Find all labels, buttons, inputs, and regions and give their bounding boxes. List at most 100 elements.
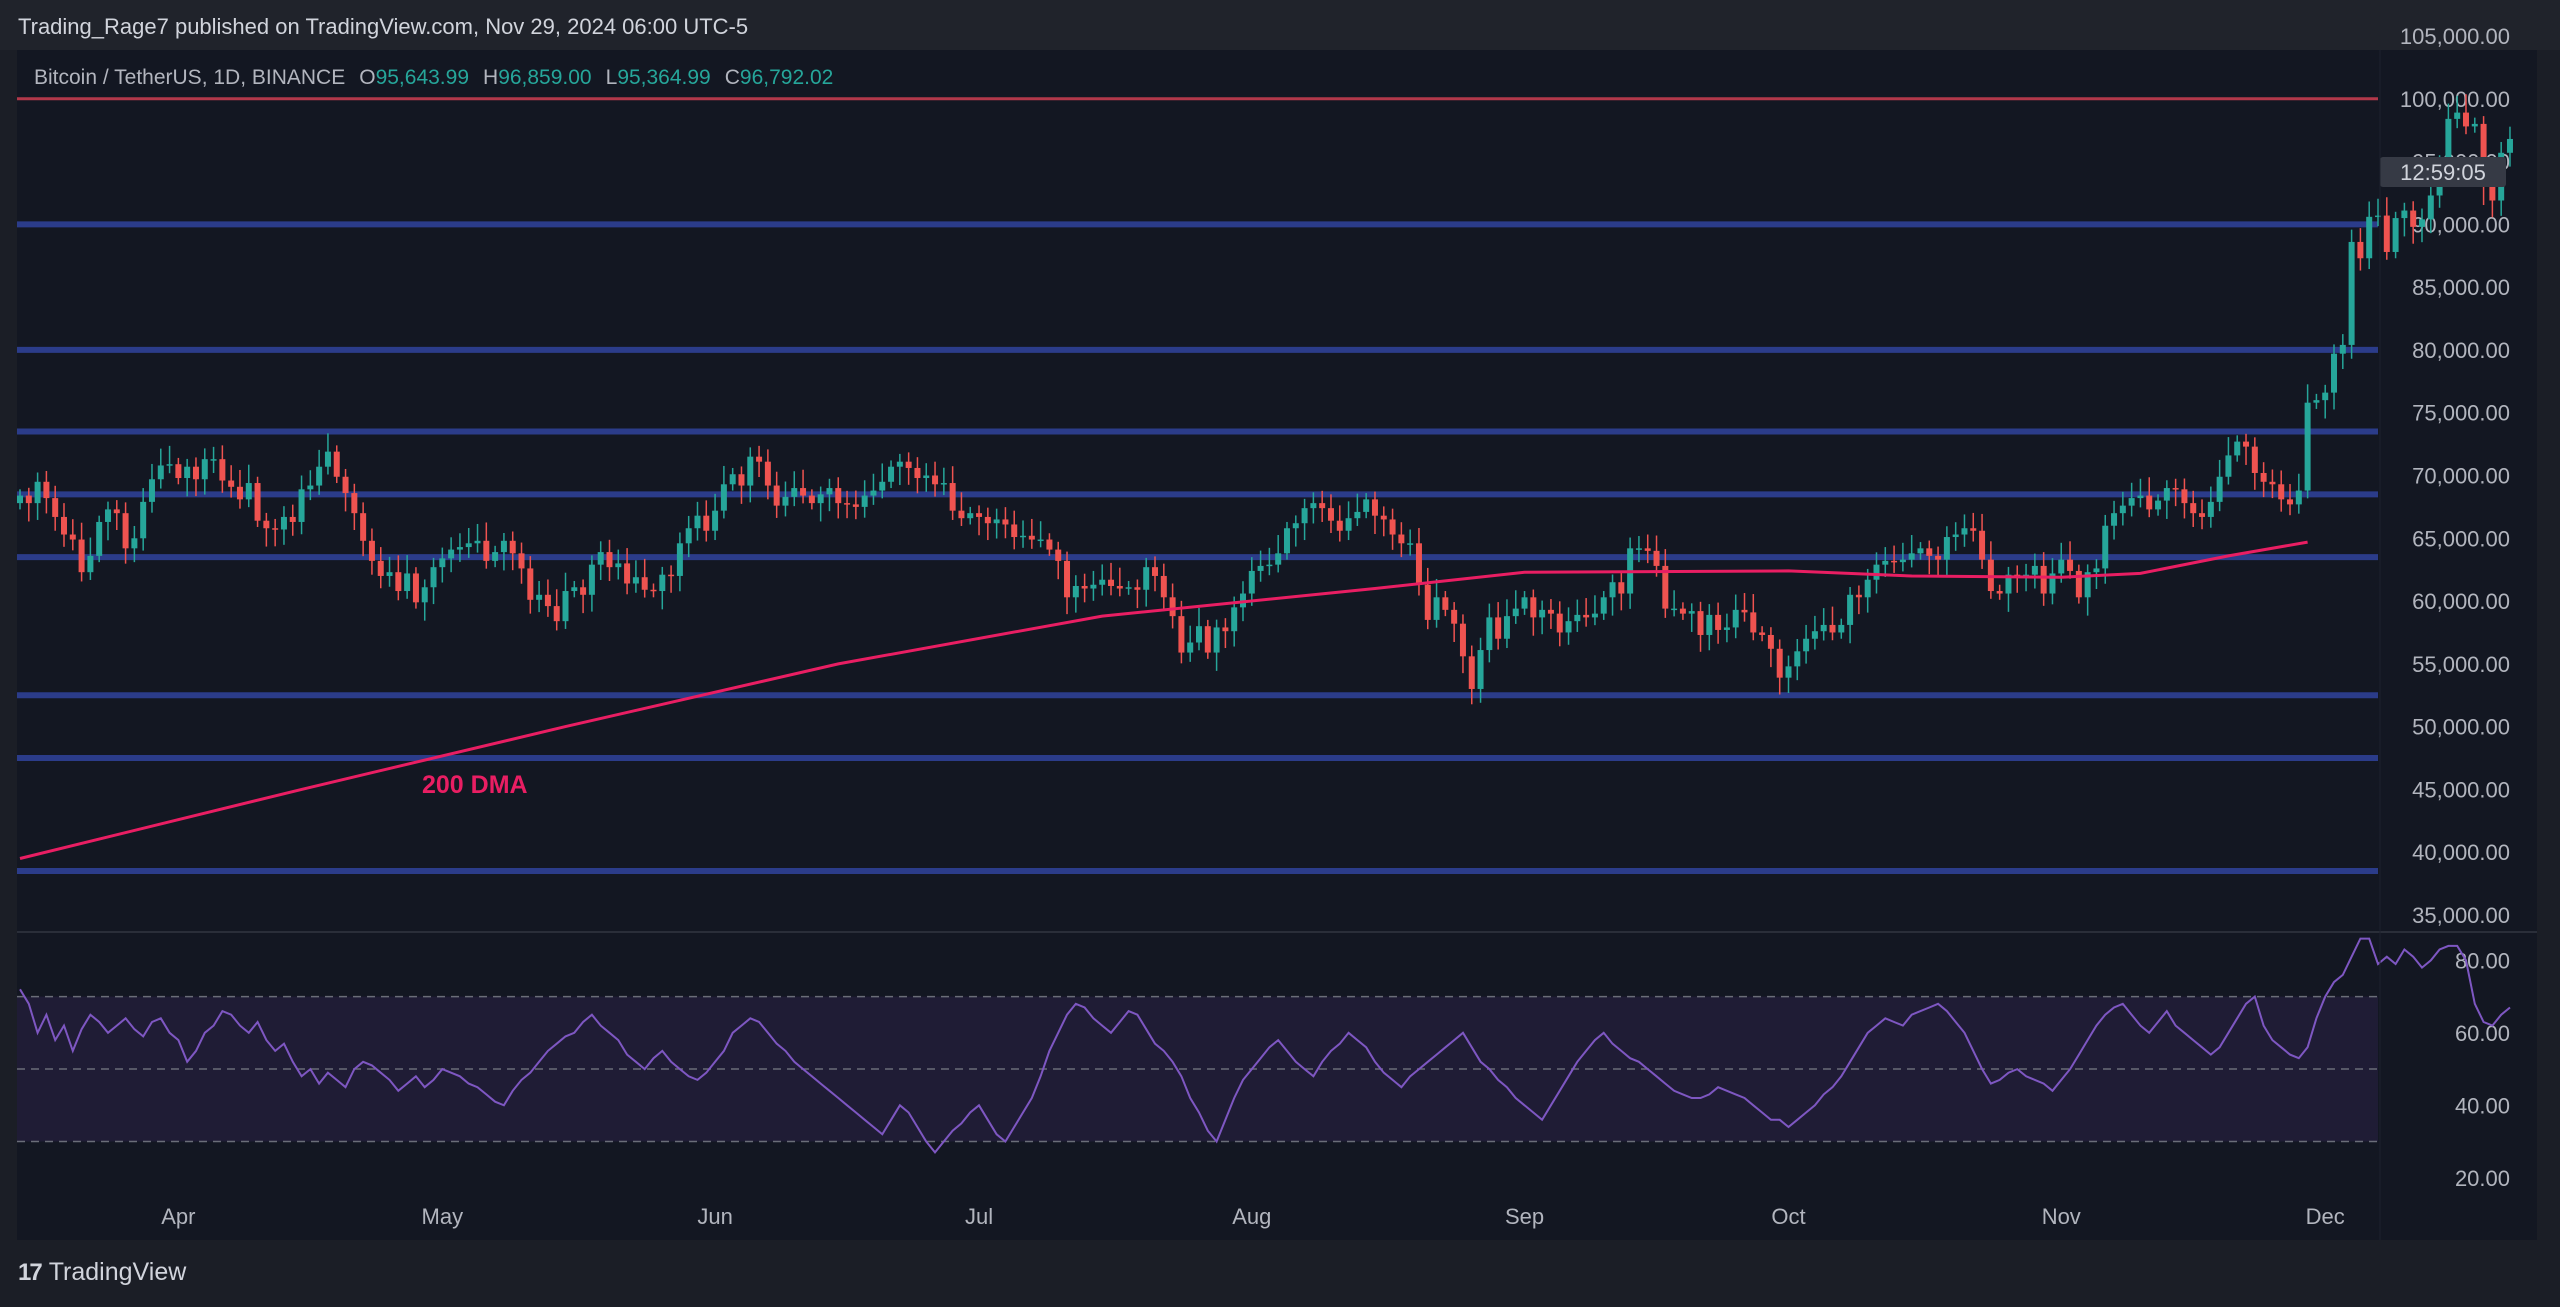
candle-body bbox=[1943, 537, 1950, 560]
candle-body bbox=[1741, 609, 1748, 613]
candle-body bbox=[773, 485, 780, 506]
candle-body bbox=[25, 495, 32, 504]
high-value: 96,859.00 bbox=[498, 66, 592, 89]
candle-body bbox=[175, 464, 182, 479]
candle-body bbox=[1882, 560, 1889, 565]
candle-body bbox=[1442, 597, 1449, 610]
open-value: 95,643.99 bbox=[375, 66, 470, 89]
candle-body bbox=[738, 474, 745, 486]
candle-body bbox=[1011, 524, 1018, 538]
price-tick-label: 55,000.00 bbox=[2412, 652, 2510, 677]
countdown-badge: 12:59:05 bbox=[2380, 157, 2506, 187]
candle-body bbox=[2489, 186, 2496, 201]
candle-body bbox=[1415, 543, 1422, 585]
candle-body bbox=[2278, 484, 2285, 500]
candle-body bbox=[1591, 613, 1598, 618]
candle-body bbox=[606, 552, 613, 568]
candle-body bbox=[2418, 219, 2425, 227]
candle-body bbox=[1820, 624, 1827, 632]
time-tick-label: Jun bbox=[697, 1204, 732, 1229]
candle-body bbox=[2427, 195, 2434, 220]
candle-body bbox=[289, 516, 296, 522]
candle-body bbox=[439, 558, 446, 568]
candle-body bbox=[615, 563, 622, 568]
candle-body bbox=[1803, 638, 1810, 652]
candle-body bbox=[2445, 118, 2452, 170]
candle-body bbox=[104, 509, 111, 522]
candle-body bbox=[2348, 241, 2355, 345]
candle-body bbox=[1363, 499, 1370, 512]
candle-body bbox=[483, 540, 490, 561]
candle-body bbox=[2401, 210, 2408, 219]
candle-body bbox=[245, 483, 252, 500]
candle-body bbox=[852, 504, 859, 507]
candle-body bbox=[2454, 112, 2461, 119]
candle-body bbox=[272, 528, 279, 530]
candle-body bbox=[1037, 539, 1044, 542]
candle-body bbox=[500, 540, 507, 553]
candle-body bbox=[782, 496, 789, 506]
candle-body bbox=[368, 540, 375, 561]
candle-body bbox=[632, 577, 639, 584]
candle-body bbox=[2084, 572, 2091, 598]
candle-body bbox=[1081, 586, 1088, 589]
candle-body bbox=[527, 568, 534, 600]
candle-body bbox=[1099, 579, 1106, 585]
candle-body bbox=[166, 464, 173, 466]
candle-body bbox=[2251, 446, 2258, 473]
candle-body bbox=[1319, 503, 1326, 509]
candle-body bbox=[1486, 617, 1493, 651]
candle-body bbox=[2339, 344, 2346, 354]
price-tick-label: 40,000.00 bbox=[2412, 840, 2510, 865]
rsi-tick-label: 80.00 bbox=[2455, 948, 2510, 973]
candle-body bbox=[1996, 591, 2003, 594]
candle-body bbox=[2128, 498, 2135, 506]
candle-body bbox=[835, 488, 842, 504]
candle-body bbox=[2304, 402, 2311, 491]
candle-body bbox=[2137, 495, 2144, 499]
candle-body bbox=[553, 606, 560, 622]
candle-body bbox=[2146, 495, 2153, 510]
price-tick-label: 35,000.00 bbox=[2412, 903, 2510, 928]
rsi-tick-label: 40.00 bbox=[2455, 1093, 2510, 1118]
candle-body bbox=[1371, 499, 1378, 516]
publisher-text: Trading_Rage7 published on TradingView.c… bbox=[18, 14, 749, 39]
candle-body bbox=[1292, 523, 1299, 529]
rsi-axis: 20.00 40.00 60.00 80.00 bbox=[2455, 948, 2510, 1190]
candle-body bbox=[157, 465, 164, 480]
time-tick-label: Aug bbox=[1232, 1204, 1271, 1229]
candle-body bbox=[1380, 515, 1387, 520]
candle-body bbox=[1477, 650, 1484, 689]
candle-body bbox=[395, 572, 402, 592]
candle-body bbox=[492, 552, 499, 561]
tradingview-logo[interactable]: 17 TradingView bbox=[18, 1258, 186, 1287]
candle-body bbox=[2269, 481, 2276, 485]
low-label: L bbox=[605, 66, 618, 89]
candle-body bbox=[1574, 614, 1581, 622]
candle-body bbox=[1187, 642, 1194, 653]
candle-body bbox=[316, 466, 323, 486]
candle-body bbox=[87, 555, 94, 573]
candle-body bbox=[236, 486, 243, 500]
candle-body bbox=[2058, 559, 2065, 574]
rsi-series bbox=[19, 937, 2511, 1154]
time-tick-label: Jul bbox=[965, 1204, 993, 1229]
candle-body bbox=[676, 543, 683, 576]
candle-body bbox=[1204, 626, 1211, 653]
price-tick-label: 50,000.00 bbox=[2412, 715, 2510, 740]
symbol-name: Bitcoin / TetherUS, 1D, BINANCE bbox=[34, 66, 346, 89]
candle-body bbox=[1679, 608, 1686, 614]
candle-body bbox=[624, 563, 631, 584]
candle-body bbox=[1134, 587, 1141, 590]
candle-body bbox=[720, 484, 727, 511]
candle-body bbox=[1275, 553, 1282, 565]
candle-body bbox=[2225, 455, 2232, 477]
candle-body bbox=[34, 481, 41, 504]
candle-body bbox=[879, 481, 886, 491]
candle-body bbox=[1222, 627, 1229, 632]
candle-body bbox=[1811, 631, 1818, 639]
candle-body bbox=[518, 553, 525, 569]
candle-body bbox=[1143, 567, 1150, 590]
candle-body bbox=[2480, 123, 2487, 187]
